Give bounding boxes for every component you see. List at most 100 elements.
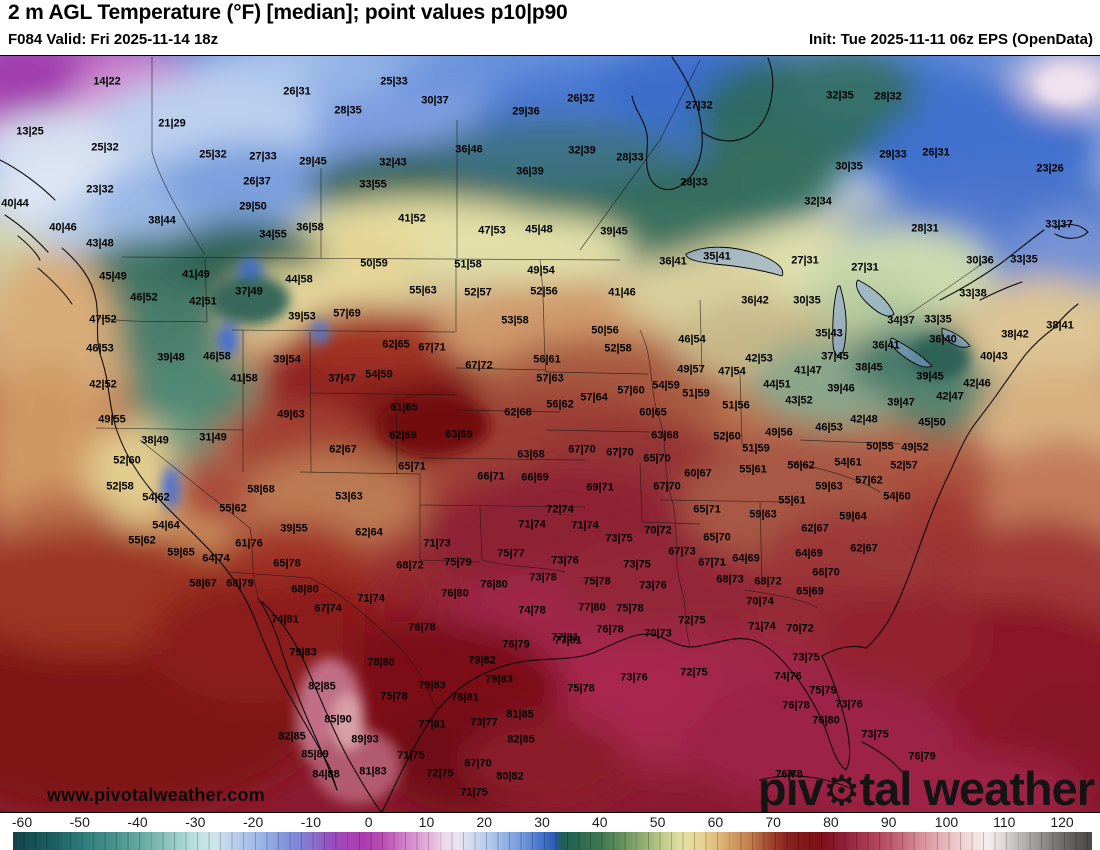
point-value: 75|79	[444, 556, 472, 569]
point-value: 76|80	[812, 714, 840, 727]
point-value: 67|71	[418, 341, 446, 354]
point-value: 58|68	[247, 483, 275, 496]
point-value: 55|61	[739, 463, 767, 476]
valid-time-label: F084 Valid: Fri 2025-11-14 18z	[8, 31, 219, 48]
point-value: 75|78	[583, 575, 611, 588]
point-value: 79|83	[485, 673, 513, 686]
point-value: 32|43	[379, 156, 407, 169]
point-value: 68|79	[226, 577, 254, 590]
point-value: 29|36	[512, 105, 540, 118]
point-value: 77|81	[551, 631, 579, 644]
point-value: 76|78	[782, 699, 810, 712]
point-value: 76|80	[441, 587, 469, 600]
point-value: 55|61	[778, 494, 806, 507]
colorbar-tick-label: 10	[418, 814, 435, 830]
point-value: 73|76	[639, 579, 667, 592]
point-value: 79|83	[289, 646, 317, 659]
point-value: 75|79	[809, 684, 837, 697]
point-value: 73|75	[792, 651, 820, 664]
point-value: 40|46	[49, 221, 77, 234]
point-value: 54|59	[652, 379, 680, 392]
point-value: 75|77	[497, 547, 525, 560]
point-value: 76|80	[480, 578, 508, 591]
point-value: 67|74	[314, 602, 342, 615]
point-value: 50|56	[591, 324, 619, 337]
colorbar-tick-label: 120	[1050, 814, 1074, 830]
point-value: 79|83	[418, 679, 446, 692]
colorbar-tick-label: 100	[934, 814, 959, 830]
point-value: 55|62	[219, 502, 247, 515]
point-value: 25|33	[380, 75, 408, 88]
point-value: 45|48	[525, 223, 553, 236]
point-value: 36|41	[659, 255, 687, 268]
point-value: 74|78	[518, 604, 546, 617]
point-value: 25|32	[199, 148, 227, 161]
point-value: 43|48	[86, 237, 114, 250]
point-value: 60|67	[684, 467, 712, 480]
point-value: 32|34	[804, 195, 832, 208]
point-value: 68|72	[396, 559, 424, 572]
colorbar-tick-label: 80	[823, 814, 839, 830]
point-value: 54|64	[152, 519, 180, 532]
point-value: 52|57	[464, 286, 492, 299]
point-value: 28|31	[911, 222, 939, 235]
colorbar-ticks: -60 -50 -40 -30 -20 -10 0 10 20 30 40 50 60 70 80 90 100…	[0, 814, 1100, 831]
point-value: 46|58	[203, 350, 231, 363]
point-value: 39|47	[887, 396, 915, 409]
point-value: 49|56	[765, 426, 793, 439]
point-value: 67|71	[698, 556, 726, 569]
point-value: 39|46	[827, 382, 855, 395]
point-value: 29|33	[879, 148, 907, 161]
point-value: 40|44	[1, 197, 29, 210]
point-value: 36|42	[741, 294, 769, 307]
point-value: 39|45	[600, 225, 628, 238]
colorbar-tick-label: 50	[649, 814, 666, 830]
point-value: 34|55	[259, 228, 287, 241]
point-value: 51|59	[742, 442, 770, 455]
colorbar-tick-label: -30	[185, 814, 206, 830]
point-value: 73|75	[861, 728, 889, 741]
point-value: 67|70	[606, 446, 634, 459]
point-value: 41|46	[608, 286, 636, 299]
colorbar-gradient	[13, 832, 1092, 850]
point-value: 44|58	[285, 273, 313, 286]
point-value: 33|55	[359, 178, 387, 191]
point-value: 57|64	[580, 391, 608, 404]
point-value: 64|69	[795, 547, 823, 560]
point-value: 36|40	[929, 333, 957, 346]
point-value: 82|85	[278, 730, 306, 743]
point-value: 30|35	[835, 160, 863, 173]
point-value: 65|71	[693, 503, 721, 516]
point-value: 64|74	[202, 552, 230, 565]
point-value: 75|78	[567, 682, 595, 695]
point-value: 71|75	[460, 786, 488, 799]
point-value: 42|52	[89, 378, 117, 391]
point-value: 36|58	[296, 221, 324, 234]
point-value: 67|70	[653, 480, 681, 493]
point-value: 49|57	[677, 363, 705, 376]
point-value: 77|80	[578, 601, 606, 614]
point-value: 32|39	[568, 144, 596, 157]
point-value: 73|77	[470, 716, 498, 729]
point-value: 81|85	[506, 708, 534, 721]
point-value: 61|76	[235, 537, 263, 550]
colorbar-tick-label: 60	[707, 814, 724, 830]
point-value: 38|42	[1001, 328, 1029, 341]
point-value: 36|46	[455, 143, 483, 156]
point-value: 63|68	[517, 448, 545, 461]
point-value: 56|62	[787, 459, 815, 472]
point-value: 42|48	[850, 413, 878, 426]
point-value: 13|25	[16, 125, 44, 138]
point-value: 71|74	[571, 519, 599, 532]
point-value: 38|49	[141, 434, 169, 447]
point-value: 42|53	[745, 352, 773, 365]
point-value: 39|48	[157, 351, 185, 364]
colorbar-tick-label: 20	[476, 814, 493, 830]
point-value: 58|67	[189, 577, 217, 590]
logo-text-tal-weather: tal weather	[859, 762, 1095, 813]
point-value: 78|81	[451, 691, 479, 704]
point-value: 62|67	[329, 443, 357, 456]
point-value: 71|75	[397, 749, 425, 762]
colorbar-tick-label: 30	[534, 814, 550, 830]
point-value: 30|35	[793, 294, 821, 307]
